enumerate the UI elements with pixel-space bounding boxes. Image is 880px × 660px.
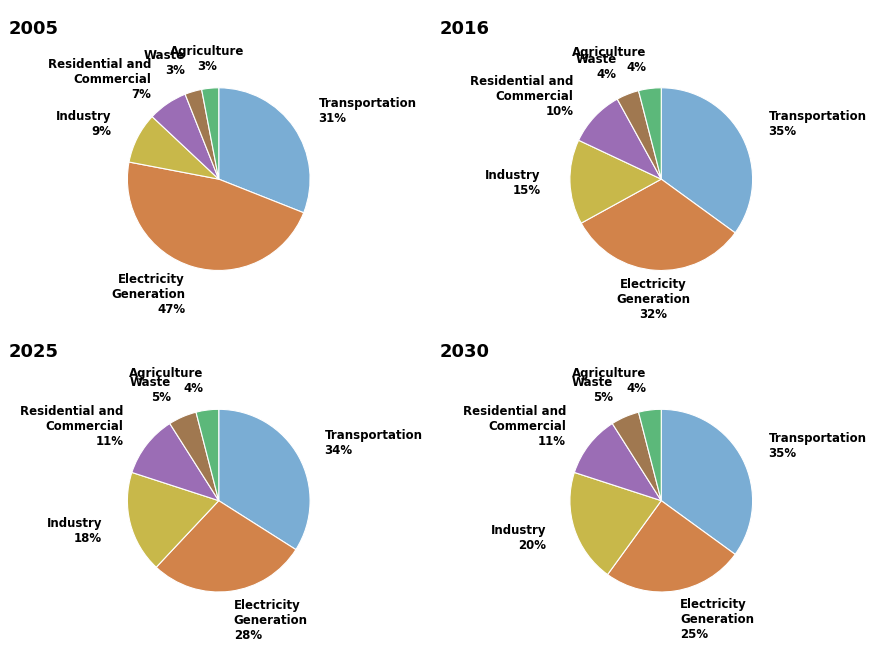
Wedge shape — [570, 473, 661, 575]
Wedge shape — [639, 88, 661, 179]
Wedge shape — [661, 88, 752, 233]
Text: Transportation
35%: Transportation 35% — [769, 110, 867, 139]
Wedge shape — [170, 412, 219, 501]
Wedge shape — [581, 179, 735, 271]
Text: Agriculture
4%: Agriculture 4% — [572, 46, 646, 73]
Wedge shape — [639, 409, 661, 501]
Wedge shape — [157, 501, 296, 592]
Text: Residential and
Commercial
7%: Residential and Commercial 7% — [48, 58, 151, 101]
Text: Transportation
34%: Transportation 34% — [325, 428, 422, 457]
Text: Industry
9%: Industry 9% — [55, 110, 111, 139]
Text: Transportation
35%: Transportation 35% — [769, 432, 867, 460]
Wedge shape — [661, 409, 752, 554]
Text: Agriculture
4%: Agriculture 4% — [572, 367, 646, 395]
Wedge shape — [185, 89, 219, 179]
Text: 2005: 2005 — [9, 20, 59, 38]
Wedge shape — [196, 409, 219, 501]
Wedge shape — [152, 94, 219, 179]
Text: Waste
3%: Waste 3% — [143, 50, 185, 77]
Text: Waste
5%: Waste 5% — [572, 376, 613, 404]
Text: Waste
4%: Waste 4% — [576, 53, 617, 81]
Text: Residential and
Commercial
11%: Residential and Commercial 11% — [20, 405, 123, 448]
Text: Electricity
Generation
28%: Electricity Generation 28% — [234, 599, 308, 642]
Text: 2030: 2030 — [440, 343, 490, 361]
Wedge shape — [128, 162, 304, 271]
Text: Electricity
Generation
47%: Electricity Generation 47% — [111, 273, 185, 316]
Text: Industry
20%: Industry 20% — [491, 524, 546, 552]
Text: Agriculture
3%: Agriculture 3% — [170, 45, 245, 73]
Text: 2016: 2016 — [440, 20, 490, 38]
Wedge shape — [570, 141, 661, 223]
Wedge shape — [612, 412, 661, 501]
Wedge shape — [132, 424, 219, 501]
Wedge shape — [607, 501, 735, 592]
Wedge shape — [575, 424, 661, 501]
Wedge shape — [219, 409, 310, 550]
Text: Industry
15%: Industry 15% — [485, 169, 540, 197]
Text: Residential and
Commercial
11%: Residential and Commercial 11% — [463, 405, 566, 448]
Wedge shape — [219, 88, 310, 213]
Text: Transportation
31%: Transportation 31% — [319, 98, 416, 125]
Text: Electricity
Generation
32%: Electricity Generation 32% — [617, 278, 691, 321]
Text: Electricity
Generation
25%: Electricity Generation 25% — [680, 598, 754, 642]
Text: Waste
5%: Waste 5% — [129, 376, 171, 404]
Text: Residential and
Commercial
10%: Residential and Commercial 10% — [470, 75, 574, 118]
Wedge shape — [202, 88, 219, 179]
Text: Industry
18%: Industry 18% — [47, 517, 102, 544]
Wedge shape — [128, 473, 219, 567]
Wedge shape — [579, 99, 661, 179]
Wedge shape — [617, 90, 661, 179]
Text: 2025: 2025 — [9, 343, 59, 361]
Wedge shape — [129, 117, 219, 179]
Text: Agriculture
4%: Agriculture 4% — [129, 367, 203, 395]
